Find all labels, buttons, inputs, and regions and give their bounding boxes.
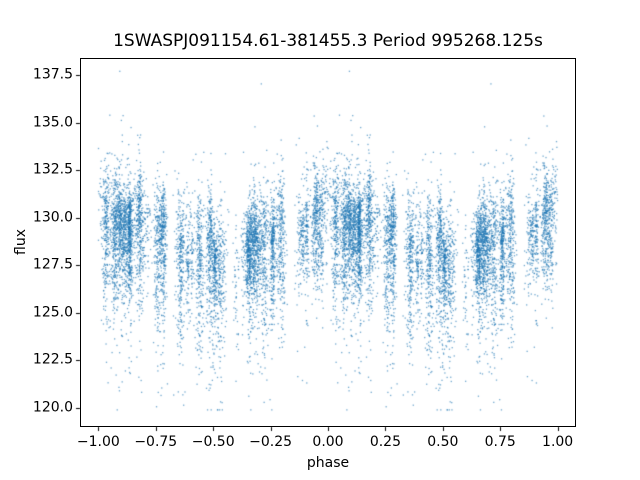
y-tick-label: 127.5 (32, 256, 73, 273)
y-tick-label: 125.0 (32, 304, 73, 321)
y-tick-label: 132.5 (32, 161, 73, 178)
x-tick-label: −1.00 (76, 434, 120, 450)
y-tick-label: 120.0 (32, 399, 73, 416)
x-tick-label: 0.50 (427, 434, 459, 450)
x-tick-label: 0.75 (484, 434, 516, 450)
chart-title: 1SWASPJ091154.61-381455.3 Period 995268.… (113, 31, 543, 51)
y-tick-label: 137.5 (32, 66, 73, 83)
y-tick-label: 122.5 (32, 351, 73, 368)
x-tick-label: 0.00 (312, 434, 344, 450)
y-tick-label: 130.0 (32, 209, 73, 226)
x-tick-label: −0.50 (191, 434, 235, 450)
x-tick-label: 0.25 (369, 434, 401, 450)
x-tick-label: 1.00 (542, 434, 574, 450)
x-axis-label: phase (306, 455, 350, 471)
y-axis-label: flux (13, 229, 29, 255)
y-tick-label: 135.0 (32, 114, 73, 131)
x-tick-label: −0.25 (249, 434, 293, 450)
x-tick-label: −0.75 (134, 434, 178, 450)
